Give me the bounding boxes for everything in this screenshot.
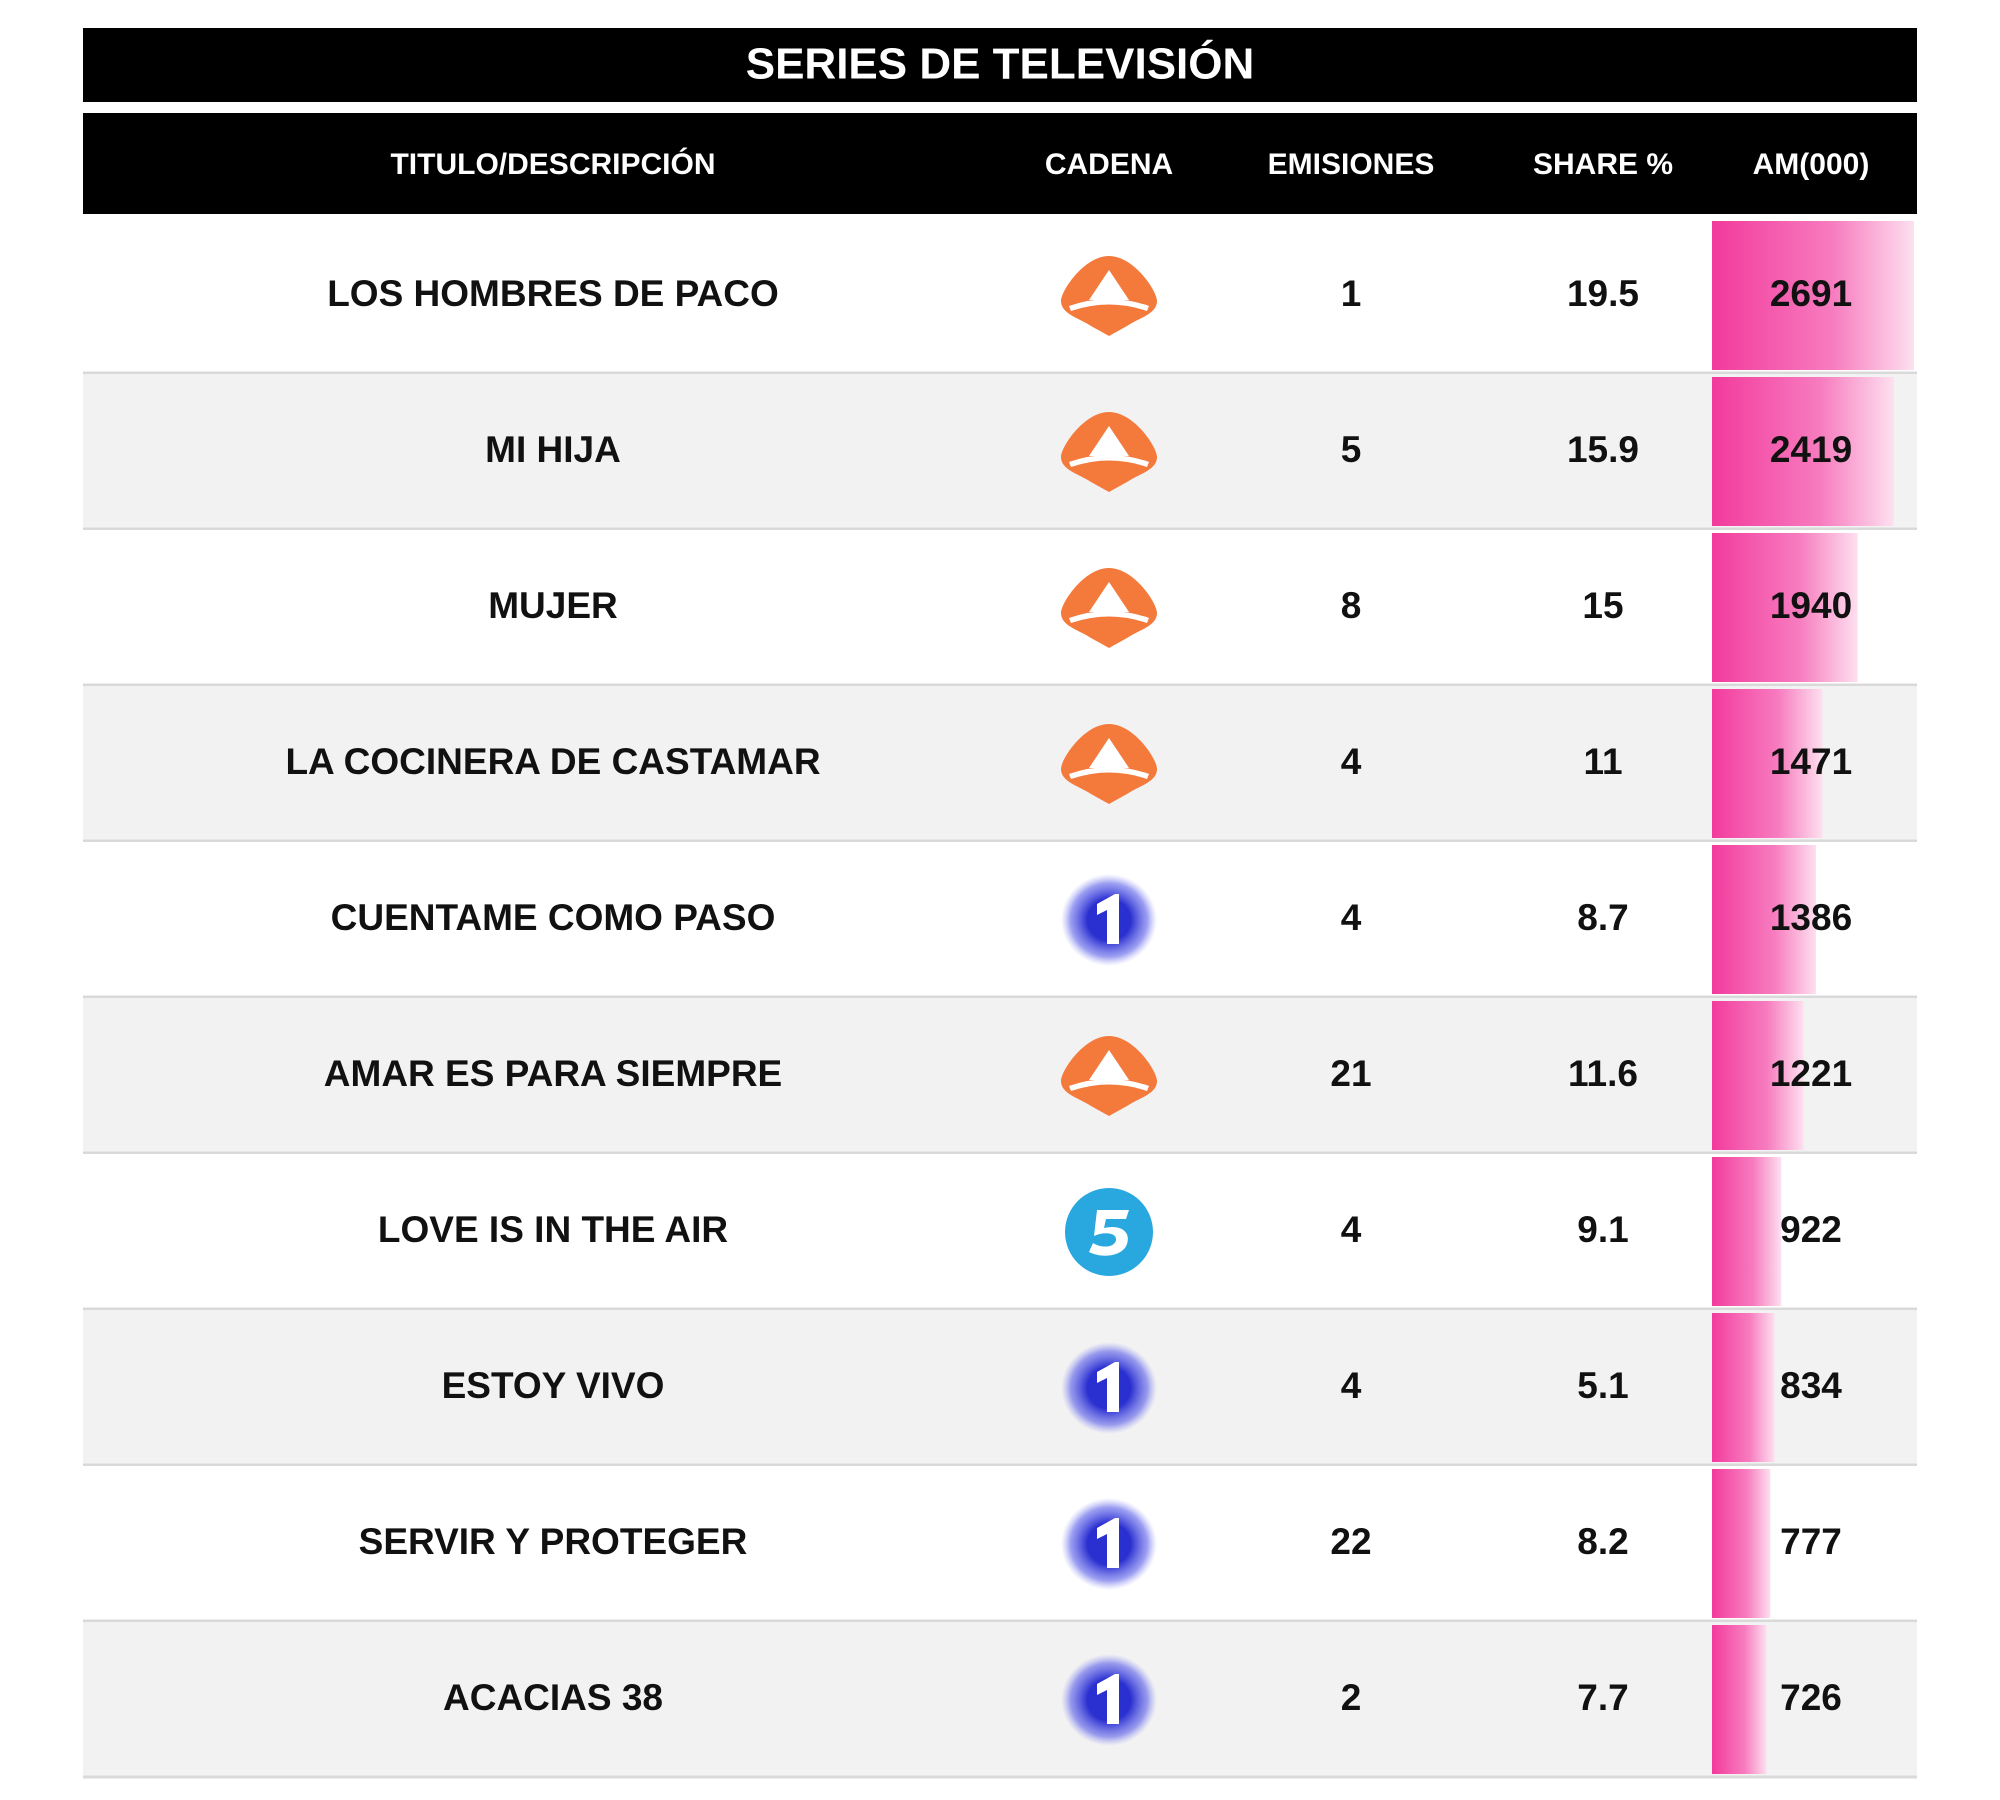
title-cell: MI HIJA [485,429,621,470]
am-cell: 922 [1780,1209,1842,1250]
share-cell: 8.7 [1577,897,1628,938]
share-cell: 9.1 [1577,1209,1628,1250]
data-bar [1712,1313,1775,1462]
row-bg [83,1622,1917,1778]
data-bar [1712,1001,1804,1150]
data-bar [1712,845,1817,994]
data-bar [1712,221,1914,370]
channel-logo [1061,1654,1157,1746]
header-cell: SHARE % [1533,148,1673,181]
share-cell: 15.9 [1567,429,1639,470]
channel-logo [1061,874,1157,966]
emisiones-cell: 1 [1341,273,1362,314]
share-cell: 15 [1582,585,1623,626]
am-cell: 1940 [1770,585,1852,626]
share-cell: 11 [1583,741,1622,782]
row-bg [83,1154,1917,1310]
data-bar [1712,1625,1767,1774]
title-cell: CUENTAME COMO PASO [331,897,776,938]
header-cell: TITULO/DESCRIPCIÓN [390,147,715,181]
title: SERIES DE TELEVISIÓN [746,39,1255,89]
emisiones-cell: 4 [1341,1365,1362,1406]
am-cell: 1471 [1770,741,1852,782]
share-cell: 19.5 [1567,273,1639,314]
header-cell: CADENA [1045,148,1173,181]
channel-logo [1065,1188,1153,1276]
emisiones-cell: 21 [1330,1053,1371,1094]
title-cell: AMAR ES PARA SIEMPRE [324,1053,782,1094]
title-cell: ACACIAS 38 [443,1677,663,1718]
channel-logo [1061,1342,1157,1434]
emisiones-cell: 8 [1341,585,1362,626]
emisiones-cell: 22 [1330,1521,1371,1562]
row-bg [83,686,1917,842]
share-cell: 5.1 [1577,1365,1628,1406]
title-cell: LOS HOMBRES DE PACO [327,273,779,314]
data-bar [1712,689,1823,838]
share-cell: 7.7 [1577,1677,1628,1718]
title-cell: LA COCINERA DE CASTAMAR [285,741,820,782]
title-cell: MUJER [488,585,618,626]
row-bg [83,530,1917,686]
emisiones-cell: 2 [1341,1677,1362,1718]
row-bg [83,842,1917,998]
am-cell: 777 [1780,1521,1842,1562]
header-bar [83,113,1917,214]
am-cell: 1221 [1770,1053,1852,1094]
emisiones-cell: 4 [1341,741,1362,782]
title-bar [83,28,1917,102]
row-bg [83,1466,1917,1622]
title-cell: SERVIR Y PROTEGER [359,1521,748,1562]
channel-logo [1061,1498,1157,1590]
row-bg [83,998,1917,1154]
row-bg [83,1310,1917,1466]
data-bar [1712,1469,1771,1618]
header-cell: AM(000) [1753,148,1870,181]
share-cell: 8.2 [1577,1521,1628,1562]
data-bar [1712,533,1858,682]
emisiones-cell: 4 [1341,1209,1362,1250]
am-cell: 1386 [1770,897,1852,938]
data-bar [1712,1157,1782,1306]
title-cell: LOVE IS IN THE AIR [378,1209,728,1250]
am-cell: 2691 [1770,273,1852,314]
emisiones-cell: 5 [1341,429,1362,470]
am-cell: 834 [1780,1365,1842,1406]
header-cell: EMISIONES [1268,148,1435,181]
data-bar [1712,377,1894,526]
row-bg [83,218,1917,374]
share-cell: 11.6 [1568,1053,1638,1094]
title-cell: ESTOY VIVO [442,1365,665,1406]
am-cell: 2419 [1770,429,1852,470]
am-cell: 726 [1780,1677,1842,1718]
row-bg [83,374,1917,530]
emisiones-cell: 4 [1341,897,1362,938]
